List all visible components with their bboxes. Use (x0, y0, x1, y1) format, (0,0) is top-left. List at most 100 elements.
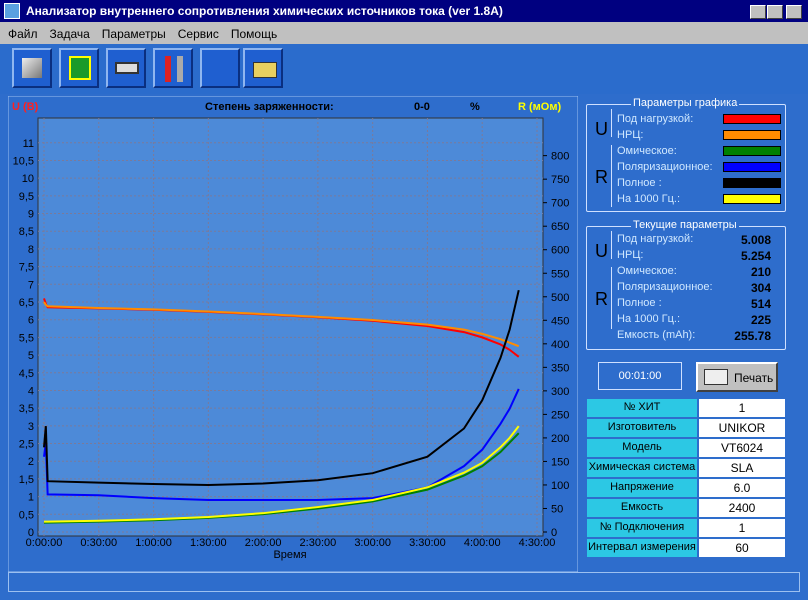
y-tick-label: 10,5 (13, 155, 34, 167)
timer: 00:01:00 (598, 362, 682, 390)
y-tick-label: 9 (28, 209, 34, 221)
info-label-cell: Интервал измерения (586, 538, 698, 558)
series-line (43, 301, 520, 348)
tool-button[interactable] (12, 48, 52, 88)
y-tick-label: 1 (28, 492, 34, 504)
legend-swatch (723, 130, 781, 140)
y-tick-label: 0,5 (19, 509, 34, 521)
x-axis-label: Время (273, 549, 306, 561)
r-label: R (595, 289, 608, 309)
x-tick-label: 3:00:00 (354, 537, 391, 549)
y2-tick-label: 450 (551, 315, 569, 327)
y2-tick-label: 700 (551, 198, 569, 210)
info-label-cell: Изготовитель (586, 418, 698, 438)
plot-area (37, 117, 544, 537)
param-value: 514 (750, 297, 771, 311)
menu-item[interactable]: Параметры (101, 27, 166, 41)
legend-swatch (723, 146, 781, 156)
param-label: Емкость (mAh): (617, 329, 696, 341)
menu-item[interactable]: Сервис (177, 27, 219, 41)
param-label: Полное : (617, 297, 662, 309)
maximize-button[interactable] (767, 5, 783, 19)
tool-button[interactable] (59, 48, 99, 88)
y-tick-label: 2,5 (19, 439, 34, 451)
legend-swatch (723, 162, 781, 172)
y-tick-label: 2 (28, 456, 34, 468)
y2-tick-label: 650 (551, 221, 569, 233)
legend-label: Полное : (617, 177, 662, 189)
info-value-cell: SLA (698, 458, 786, 478)
y2-axis-label: R (мОм) (518, 101, 561, 113)
info-value-cell: 2400 (698, 498, 786, 518)
y-tick-label: 10 (22, 173, 34, 185)
info-value-cell: 60 (698, 538, 786, 558)
tool-button[interactable] (200, 48, 240, 88)
y2-tick-label: 500 (551, 292, 569, 304)
toolbar (0, 44, 808, 94)
menu-item[interactable]: Задача (49, 27, 90, 41)
y-tick-label: 5 (28, 350, 34, 362)
param-label: НРЦ: (617, 249, 644, 261)
x-tick-label: 4:30:00 (519, 537, 556, 549)
param-value: 210 (750, 265, 771, 279)
graph-params-group: Параметры графика U R Под нагрузкой: НРЦ:… (586, 97, 786, 212)
y-tick-label: 6 (28, 315, 34, 327)
window-title: Анализатор внутреннего сопротивления хим… (26, 4, 503, 18)
x-tick-label: 2:30:00 (300, 537, 337, 549)
y2-tick-label: 550 (551, 268, 569, 280)
x-tick-label: 2:00:00 (245, 537, 282, 549)
group-title: Текущие параметры (631, 219, 739, 231)
u-label: U (595, 119, 608, 139)
series-line (43, 289, 520, 486)
y-tick-label: 6,5 (19, 297, 34, 309)
y-tick-label: 9,5 (19, 191, 34, 203)
y-tick-label: 7 (28, 279, 34, 291)
x-tick-label: 0:00:00 (26, 537, 63, 549)
y-tick-label: 7,5 (19, 262, 34, 274)
legend-label: Поляризационное: (617, 161, 713, 173)
button-label: Печать (734, 371, 774, 385)
y2-tick-label: 200 (551, 433, 569, 445)
info-value-cell: UNIKOR (698, 418, 786, 438)
param-value: 255.78 (734, 329, 771, 343)
y-tick-label: 3,5 (19, 403, 34, 415)
y2-tick-label: 600 (551, 245, 569, 257)
tool-button[interactable] (106, 48, 146, 88)
minimize-button[interactable] (750, 5, 766, 19)
legend-label: Омическое: (617, 145, 677, 157)
r-label: R (595, 167, 608, 187)
param-value: 5.008 (740, 233, 771, 247)
x-tick-label: 0:30:00 (80, 537, 117, 549)
charge-value: 0-0 (414, 101, 430, 113)
y2-tick-label: 100 (551, 480, 569, 492)
y-tick-label: 8 (28, 244, 34, 256)
legend-swatch (723, 178, 781, 188)
x-tick-label: 1:30:00 (190, 537, 227, 549)
y2-tick-label: 250 (551, 409, 569, 421)
menu-item[interactable]: Помощь (230, 27, 278, 41)
info-value-cell: 1 (698, 518, 786, 538)
legend-label: На 1000 Гц.: (617, 193, 681, 205)
print-button[interactable]: Печать (696, 362, 778, 392)
y2-tick-label: 800 (551, 151, 569, 163)
series-line (44, 425, 520, 523)
y-tick-label: 5,5 (19, 332, 34, 344)
tool-button[interactable] (153, 48, 193, 88)
legend-label: Под нагрузкой: (617, 113, 694, 125)
info-label-cell: Емкость (586, 498, 698, 518)
y-tick-label: 4 (28, 385, 34, 397)
tool-button[interactable] (243, 48, 283, 88)
info-label-cell: № ХИТ (586, 398, 698, 418)
menu-item[interactable]: Файл (8, 27, 38, 41)
info-label-cell: Напряжение (586, 478, 698, 498)
param-label: На 1000 Гц.: (617, 313, 681, 325)
info-label-cell: № Подключения (586, 518, 698, 538)
y-tick-label: 0 (28, 527, 34, 539)
param-label: Под нагрузкой: (617, 233, 694, 245)
title-bar: Анализатор внутреннего сопротивления хим… (0, 0, 808, 22)
status-bar (8, 572, 800, 592)
close-button[interactable] (786, 5, 802, 19)
y-tick-label: 1,5 (19, 474, 34, 486)
info-label-cell: Химическая система (586, 458, 698, 478)
